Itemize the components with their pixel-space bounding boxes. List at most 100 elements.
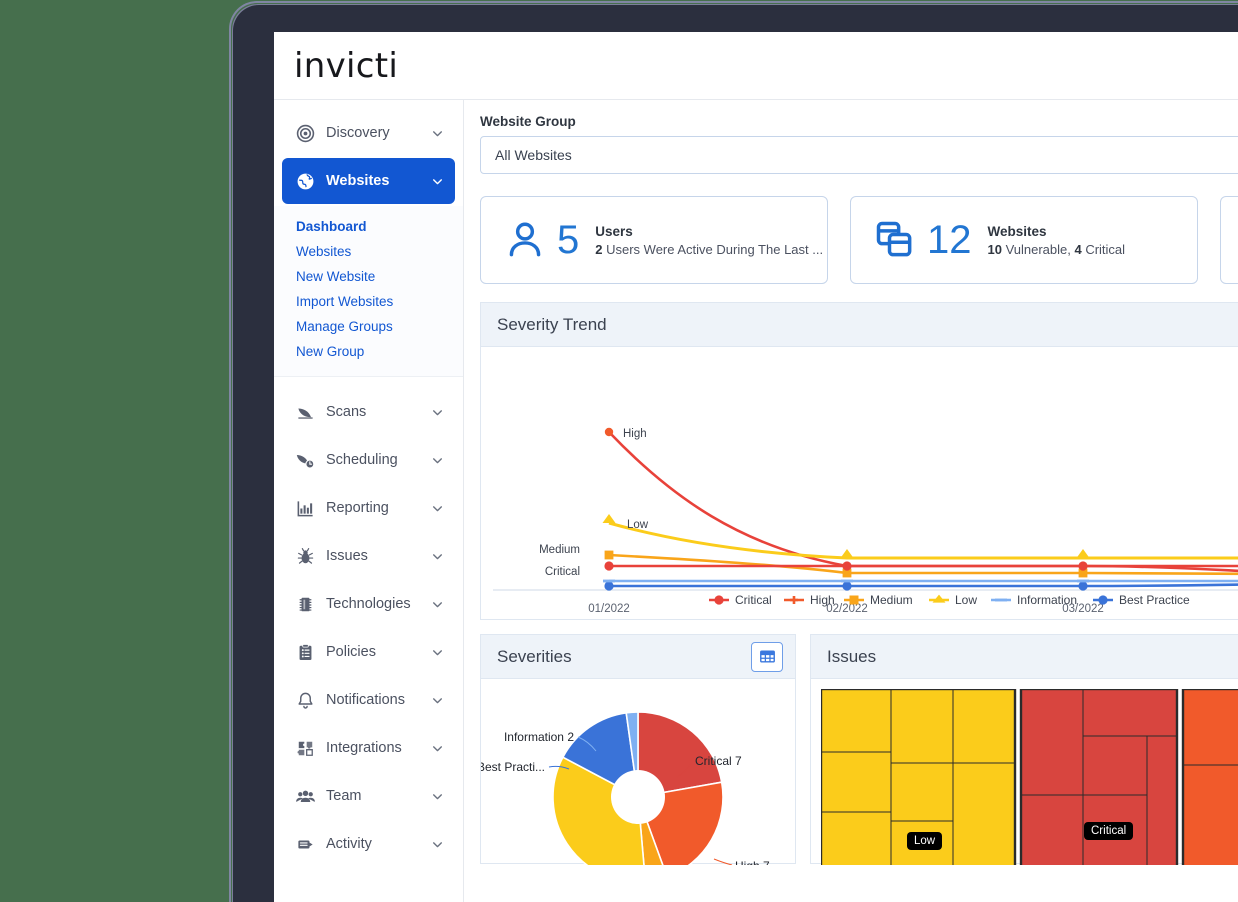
website-group-label: Website Group <box>480 114 576 129</box>
issues-panel: Issues <box>810 634 1238 865</box>
chevron-down-icon <box>431 175 445 188</box>
stat-title: Users <box>595 223 633 239</box>
donut-label-critical: Critical 7 <box>695 754 742 768</box>
trend-legend: Critical High Medium <box>709 593 1190 607</box>
websites-submenu: Dashboard Websites New Website Import We… <box>274 206 463 377</box>
sidebar-item-team[interactable]: Team <box>282 773 455 819</box>
table-view-icon[interactable] <box>751 641 783 672</box>
stat-title: Websites <box>987 223 1047 239</box>
sidebar-item-label: Websites <box>326 173 390 189</box>
panel-title: Severities <box>497 646 572 666</box>
severities-chart: Critical 7 High 7 Information 2 Best Pra… <box>481 679 795 865</box>
user-icon <box>503 218 547 262</box>
sidebar-item-websites[interactable]: Websites <box>282 158 455 204</box>
submenu-item-new-website[interactable]: New Website <box>296 269 376 284</box>
sidebar-item-integrations[interactable]: Integrations <box>282 725 455 771</box>
sidebar-item-notifications[interactable]: Notifications <box>282 677 455 723</box>
sidebar-item-technologies[interactable]: Technologies <box>282 581 455 627</box>
website-group-select[interactable]: All Websites <box>480 136 1238 174</box>
chevron-down-icon <box>431 598 445 611</box>
legend-label: Critical <box>735 593 772 607</box>
people-icon <box>292 787 318 806</box>
stat-card-websites[interactable]: 12 Websites 10 Vulnerable, 4 Critical <box>850 196 1198 284</box>
sidebar-item-discovery[interactable]: Discovery <box>282 110 455 156</box>
chevron-down-icon <box>431 454 445 467</box>
legend-item-low[interactable]: Low <box>929 593 977 607</box>
annotation-medium: Medium <box>539 544 580 556</box>
donut-label-best-practice: Best Practi... <box>481 760 545 774</box>
x-tick-label: 02/2022 <box>826 603 868 615</box>
submenu-item-new-group[interactable]: New Group <box>296 344 365 359</box>
treemap-label-critical: Critical <box>1084 822 1134 840</box>
sidebar-item-label: Reporting <box>326 500 389 516</box>
treemap-group-critical[interactable] <box>1019 689 1179 865</box>
treemap-svg <box>821 689 1238 865</box>
sidebar-item-activity[interactable]: Activity <box>282 821 455 867</box>
stat-cards: 5 Users 2 Users Were Active During The L… <box>464 196 1238 284</box>
legend-label: Information <box>1017 593 1077 607</box>
panel-title: Issues <box>827 646 877 666</box>
bar-chart-icon <box>292 499 318 518</box>
donut-label-information: Information 2 <box>504 730 574 744</box>
website-group-value: All Websites <box>495 147 572 163</box>
issues-header: Issues <box>811 635 1238 679</box>
severity-trend-header: Severity Trend <box>481 303 1238 347</box>
sidebar-item-label: Discovery <box>326 125 390 141</box>
legend-item-medium[interactable]: Medium <box>844 593 913 607</box>
stat-card-partial[interactable] <box>1220 196 1238 284</box>
chevron-down-icon <box>431 502 445 515</box>
donut-label-high: High 7 <box>735 859 770 865</box>
legend-label: Medium <box>870 593 913 607</box>
sidebar-item-scans[interactable]: Scans <box>282 389 455 435</box>
chevron-down-icon <box>431 550 445 563</box>
sidebar-item-label: Technologies <box>326 596 411 612</box>
invicti-logo[interactable]: invicti <box>294 45 399 86</box>
laptop-bezel-outline <box>229 1 1238 902</box>
bug-icon <box>292 547 318 566</box>
severities-header: Severities <box>481 635 795 679</box>
activity-icon <box>292 835 318 854</box>
shark-clock-icon <box>292 451 318 470</box>
sidebar-item-label: Issues <box>326 548 368 564</box>
sidebar-item-label: Integrations <box>326 740 402 756</box>
sidebar-item-issues[interactable]: Issues <box>282 533 455 579</box>
issues-treemap: Low Critical <box>811 679 1238 865</box>
x-tick-label: 01/2022 <box>588 603 630 615</box>
legend-item-best-practice[interactable]: Best Practice <box>1093 593 1190 607</box>
legend-item-information[interactable]: Information <box>991 593 1077 607</box>
sidebar: Discovery Websites <box>274 100 464 902</box>
sidebar-item-label: Scheduling <box>326 452 398 468</box>
chevron-down-icon <box>431 742 445 755</box>
treemap-group-low[interactable] <box>821 689 1017 865</box>
stat-card-users[interactable]: 5 Users 2 Users Were Active During The L… <box>480 196 828 284</box>
legend-item-high[interactable]: High <box>784 593 835 607</box>
submenu-item-dashboard[interactable]: Dashboard <box>296 219 367 234</box>
submenu-item-manage-groups[interactable]: Manage Groups <box>296 319 393 334</box>
clipboard-list-icon <box>292 643 318 662</box>
legend-label: Low <box>955 593 977 607</box>
chevron-down-icon <box>431 790 445 803</box>
chevron-down-icon <box>431 646 445 659</box>
treemap-label-low: Low <box>907 832 943 850</box>
sidebar-item-policies[interactable]: Policies <box>282 629 455 675</box>
shark-fin-icon <box>292 403 318 422</box>
stat-subtitle: 10 Vulnerable, 4 Critical <box>987 241 1126 257</box>
treemap-group-high[interactable] <box>1181 689 1238 865</box>
legend-item-critical[interactable]: Critical <box>709 593 772 607</box>
legend-label: Best Practice <box>1119 593 1190 607</box>
submenu-item-websites[interactable]: Websites <box>296 244 352 259</box>
trend-svg: High Low Medium Critical 01/2022 02/2022… <box>493 427 1238 615</box>
puzzle-icon <box>292 739 318 758</box>
submenu-item-import-websites[interactable]: Import Websites <box>296 294 394 309</box>
legend-label: High <box>810 593 835 607</box>
main-content: Website Group All Websites 5 Users <box>464 100 1238 902</box>
sidebar-item-scheduling[interactable]: Scheduling <box>282 437 455 483</box>
sidebar-item-label: Notifications <box>326 692 405 708</box>
annotation-high: High <box>623 428 647 440</box>
stat-value: 5 <box>557 217 580 262</box>
sidebar-item-reporting[interactable]: Reporting <box>282 485 455 531</box>
chevron-down-icon <box>431 406 445 419</box>
severities-panel: Severities <box>480 634 796 865</box>
globe-icon <box>292 172 318 191</box>
panel-title: Severity Trend <box>497 314 607 334</box>
